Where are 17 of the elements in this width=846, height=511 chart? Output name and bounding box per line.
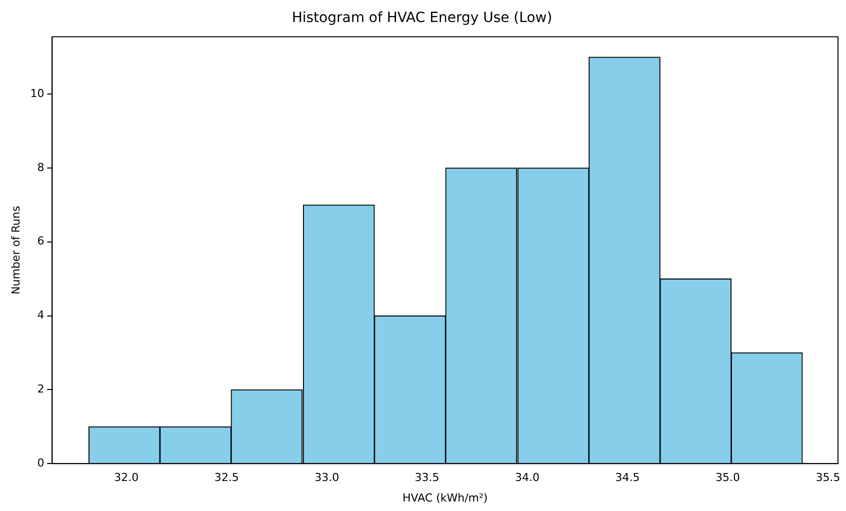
x-tick-label: 32.0: [114, 471, 139, 484]
x-tick-label: 34.5: [615, 471, 640, 484]
y-tick-label: 6: [37, 234, 44, 248]
y-axis-title: Number of Runs: [9, 206, 22, 295]
x-tick-label: 35.5: [816, 471, 840, 484]
y-tick-label: 0: [37, 456, 44, 470]
y-tick-label: 4: [37, 308, 44, 322]
x-tick-label: 33.5: [414, 471, 440, 484]
chart-title: Histogram of HVAC Energy Use (Low): [292, 10, 552, 26]
y-tick-label: 2: [37, 382, 44, 396]
x-tick-label: 35.0: [715, 471, 740, 484]
y-tick-label: 10: [30, 86, 44, 100]
x-tick-label: 34.0: [515, 471, 540, 484]
x-tick-label: 32.5: [214, 471, 239, 484]
x-axis-title: HVAC (kWh/m²): [402, 491, 488, 504]
x-tick-label: 33.0: [314, 471, 340, 484]
y-tick-label: 8: [37, 160, 44, 174]
